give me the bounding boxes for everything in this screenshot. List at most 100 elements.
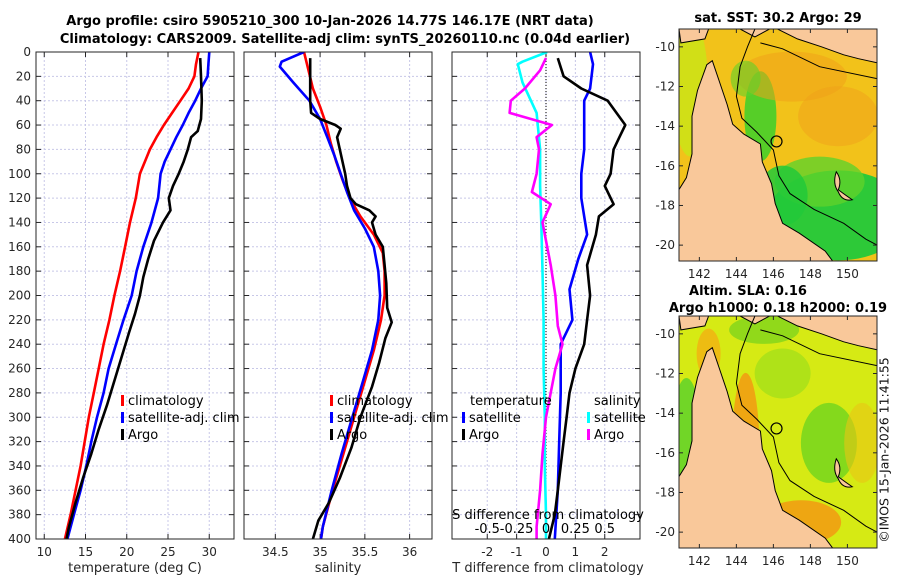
- x-tick-label: 36: [402, 545, 417, 559]
- salinity-panel: 34.5 35 35.5 36 climatology satellite-adj. cl…: [243, 51, 449, 559]
- legend-swatch: [330, 395, 333, 406]
- y-tick-label: 120: [8, 191, 31, 205]
- map-y-tick-label: -16: [655, 159, 675, 173]
- map-x-tick-label: 150: [836, 554, 859, 568]
- sst-map-panel: 142 144 146 148 150 -10 -12 -14 -16 -18 -20: [655, 28, 878, 281]
- s-tick-label: -0.5: [475, 522, 500, 537]
- y-tick-label: 60: [16, 118, 31, 132]
- legend-label: climatology: [128, 394, 204, 409]
- series-line-argo: [65, 58, 204, 539]
- legend-label: satellite: [469, 411, 521, 426]
- series-line-climatology: [302, 52, 386, 539]
- sst-map-title: sat. SST: 30.2 Argo: 29: [694, 11, 861, 26]
- series-line-temperature-argo: [547, 57, 627, 539]
- x-tick-label: -1: [511, 545, 523, 559]
- series-line-satellite-adj-clim: [278, 52, 382, 539]
- bathymetry-contour: [760, 329, 877, 367]
- ocean-anomaly-patch: [798, 86, 877, 147]
- legend-label: Argo: [469, 428, 499, 443]
- map-x-tick-label: 150: [836, 267, 859, 281]
- land-torres-strait: [679, 29, 710, 44]
- x-tick-label: 30: [202, 545, 217, 559]
- y-tick-label: 100: [8, 167, 31, 181]
- map-y-tick-label: -14: [655, 119, 675, 133]
- legend-swatch: [462, 412, 465, 423]
- legend-label: climatology: [337, 394, 413, 409]
- ocean-anomaly-patch: [754, 348, 811, 399]
- imos-credit: ©IMOS 15-Jan-2026 11:41:55: [876, 357, 892, 543]
- bathymetry-contour: [735, 29, 877, 246]
- figure-title-line1: Argo profile: csiro 5905210_300 10-Jan-2…: [66, 14, 594, 29]
- map-x-tick-label: 148: [799, 267, 822, 281]
- y-tick-label: 240: [8, 337, 31, 351]
- y-tick-label: 300: [8, 410, 31, 424]
- land-queensland: [679, 316, 834, 548]
- series-line-climatology: [63, 52, 200, 539]
- y-tick-label: 0: [23, 45, 31, 59]
- map-x-tick-label: 144: [725, 267, 748, 281]
- y-tick-label: 200: [8, 289, 31, 303]
- map-frame: [678, 28, 878, 262]
- legend-swatch: [330, 412, 333, 423]
- temperature-xlabel: temperature (deg C): [68, 561, 202, 576]
- legend-heading-salinity: salinity: [594, 394, 641, 409]
- y-tick-label: 180: [8, 264, 31, 278]
- map-x-tick-label: 142: [688, 554, 711, 568]
- legend-label: satellite-adj. clim: [337, 411, 449, 426]
- x-tick-label: 0: [542, 545, 550, 559]
- x-tick-label: 1: [572, 545, 580, 559]
- legend-swatch: [121, 412, 124, 423]
- bathymetry-contour: [735, 316, 877, 533]
- s-tick-label: 0.5: [594, 522, 615, 537]
- sla-map-panel: 142 144 146 148 150 -10 -12 -14 -16 -18 -20: [655, 315, 878, 568]
- map-x-tick-label: 144: [725, 554, 748, 568]
- series-line-salinity-argo: [508, 57, 564, 539]
- map-y-tick-label: -20: [655, 238, 675, 252]
- y-tick-label: 280: [8, 386, 31, 400]
- difference-panel: -2 -1 0 1 2 -0.5 -0.25 0 0.25 0.5 temperature salin…: [451, 51, 646, 559]
- series-line-satellite-adj-clim: [66, 52, 211, 539]
- legend-label: satellite-adj. clim: [128, 411, 240, 426]
- legend-swatch: [330, 429, 333, 440]
- legend-swatch: [462, 429, 465, 440]
- land-torres-strait: [679, 316, 710, 331]
- y-tick-label: 140: [8, 215, 31, 229]
- t-difference-xlabel: T difference from climatology: [451, 561, 644, 576]
- map-frame: [678, 315, 878, 549]
- s-tick-label: 0: [542, 522, 550, 537]
- legend-label: Argo: [594, 428, 624, 443]
- s-tick-label: 0.25: [561, 522, 590, 537]
- bathymetry-contour: [760, 42, 877, 80]
- s-tick-label: -0.25: [500, 522, 534, 537]
- legend-swatch: [121, 395, 124, 406]
- map-y-tick-label: -14: [655, 406, 675, 420]
- land-papua-new-guinea: [717, 316, 877, 351]
- y-tick-label: 40: [16, 94, 31, 108]
- x-tick-label: 10: [37, 545, 52, 559]
- map-y-tick-label: -20: [655, 525, 675, 539]
- argo-location-marker: [770, 422, 783, 435]
- legend-label: Argo: [337, 428, 367, 443]
- sla-map-title-line2: Argo h1000: 0.18 h2000: 0.19: [669, 301, 887, 316]
- legend-swatch: [587, 429, 590, 440]
- figure-title-line2: Climatology: CARS2009. Satellite-adj cli…: [59, 32, 631, 47]
- legend-label: satellite: [594, 411, 646, 426]
- x-tick-label: 35.5: [351, 545, 378, 559]
- sla-map-title-line1: Altim. SLA: 0.16: [689, 284, 807, 299]
- map-x-tick-label: 146: [762, 267, 785, 281]
- map-x-tick-label: 148: [799, 554, 822, 568]
- legend-heading-temperature: temperature: [470, 394, 552, 409]
- legend-swatch: [121, 429, 124, 440]
- legend-label: Argo: [128, 428, 158, 443]
- axes-frame: [451, 51, 641, 540]
- ocean-anomaly-patch: [844, 402, 877, 483]
- map-x-tick-label: 142: [688, 267, 711, 281]
- y-tick-label: 20: [16, 69, 31, 83]
- y-tick-label: 340: [8, 459, 31, 473]
- y-tick-label: 220: [8, 313, 31, 327]
- s-difference-xlabel: S difference from climatology: [452, 508, 644, 523]
- ocean-anomaly-patch: [736, 51, 847, 102]
- map-y-tick-label: -12: [655, 367, 675, 381]
- x-tick-label: -2: [481, 545, 493, 559]
- temperature-panel: 10 15 20 25 30020406080100120140160180200220…: [8, 45, 240, 559]
